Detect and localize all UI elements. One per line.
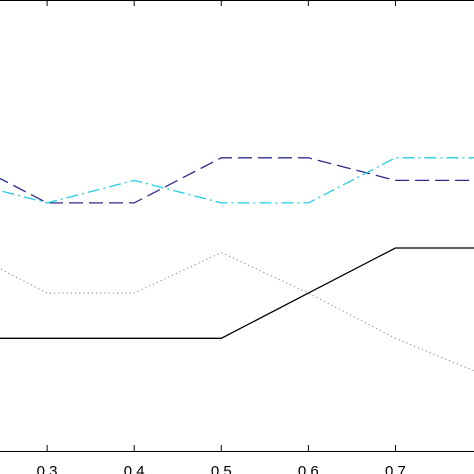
series-line-solid <box>0 247 474 339</box>
x-tick-label-2: 0.5 <box>211 463 232 474</box>
x-tick-label-1: 0.4 <box>124 463 145 474</box>
x-tick-label-0: 0.3 <box>37 463 58 474</box>
axes-frame <box>0 0 474 452</box>
x-tick-label-3: 0.6 <box>298 463 319 474</box>
x-ticks <box>46 0 396 451</box>
x-tick-label-4: 0.7 <box>385 463 406 474</box>
series-line-dashed <box>0 157 474 204</box>
series-line-dash-dot <box>0 157 474 204</box>
series-group <box>0 157 474 372</box>
series-line-dotted <box>0 252 474 372</box>
x-tick-labels: 0.3 0.4 0.5 0.6 0.7 <box>37 463 406 474</box>
